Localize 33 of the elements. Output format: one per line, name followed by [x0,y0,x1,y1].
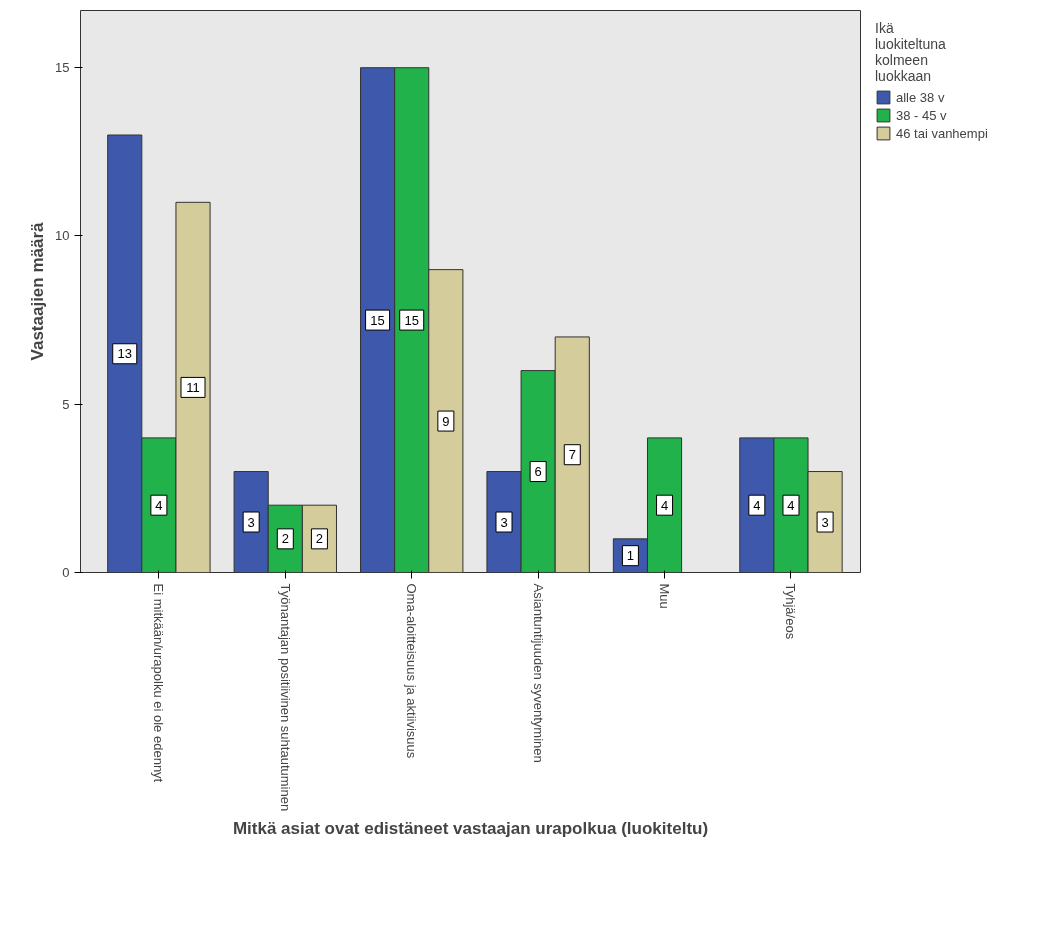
x-tick-label: Tyhjä/eos [783,583,799,640]
legend-label: alle 38 v [896,89,945,105]
x-tick-label: Ei mitkään/urapolku ei ole edennyt [151,583,167,783]
x-tick-label: Oma-aloitteisuus ja aktiivisuus [404,583,420,759]
data-label: 7 [568,447,576,463]
data-label: 15 [404,312,419,328]
data-label: 13 [117,346,132,362]
data-label: 6 [534,464,542,480]
legend-label: 46 tai vanhempi [896,125,988,141]
data-label: 11 [186,379,200,395]
x-tick-label: Muu [657,583,673,609]
legend-label: 38 - 45 v [896,107,947,123]
data-label: 4 [660,497,669,513]
x-tick-label: Asiantuntijuuden syventyminen [530,583,546,763]
data-label: 2 [281,531,289,547]
data-label: 4 [753,497,761,513]
data-label: 1 [626,548,635,564]
legend-title: Ikä luokiteltuna kolmeen luokkaan [875,20,947,84]
x-axis-title: Mitkä asiat ovat edistäneet vastaajan urapolkua (luokiteltu) [232,819,709,839]
y-tick-label: 10 [55,228,70,244]
data-label: 2 [315,531,324,547]
data-label: 9 [442,413,450,429]
data-label: 3 [821,514,829,530]
data-label: 3 [247,514,255,530]
data-label: 4 [787,497,795,513]
y-tick-label: 15 [55,60,70,76]
y-tick-label: 0 [62,565,70,580]
data-label: 3 [500,514,508,530]
data-label: 15 [370,312,385,328]
x-tick-label: Työnantajan positiivinen suhtautuminen [277,583,293,812]
data-label: 4 [155,497,163,513]
y-tick-label: 5 [62,396,70,412]
y-axis-title: Vastaajien määrä [28,221,48,361]
